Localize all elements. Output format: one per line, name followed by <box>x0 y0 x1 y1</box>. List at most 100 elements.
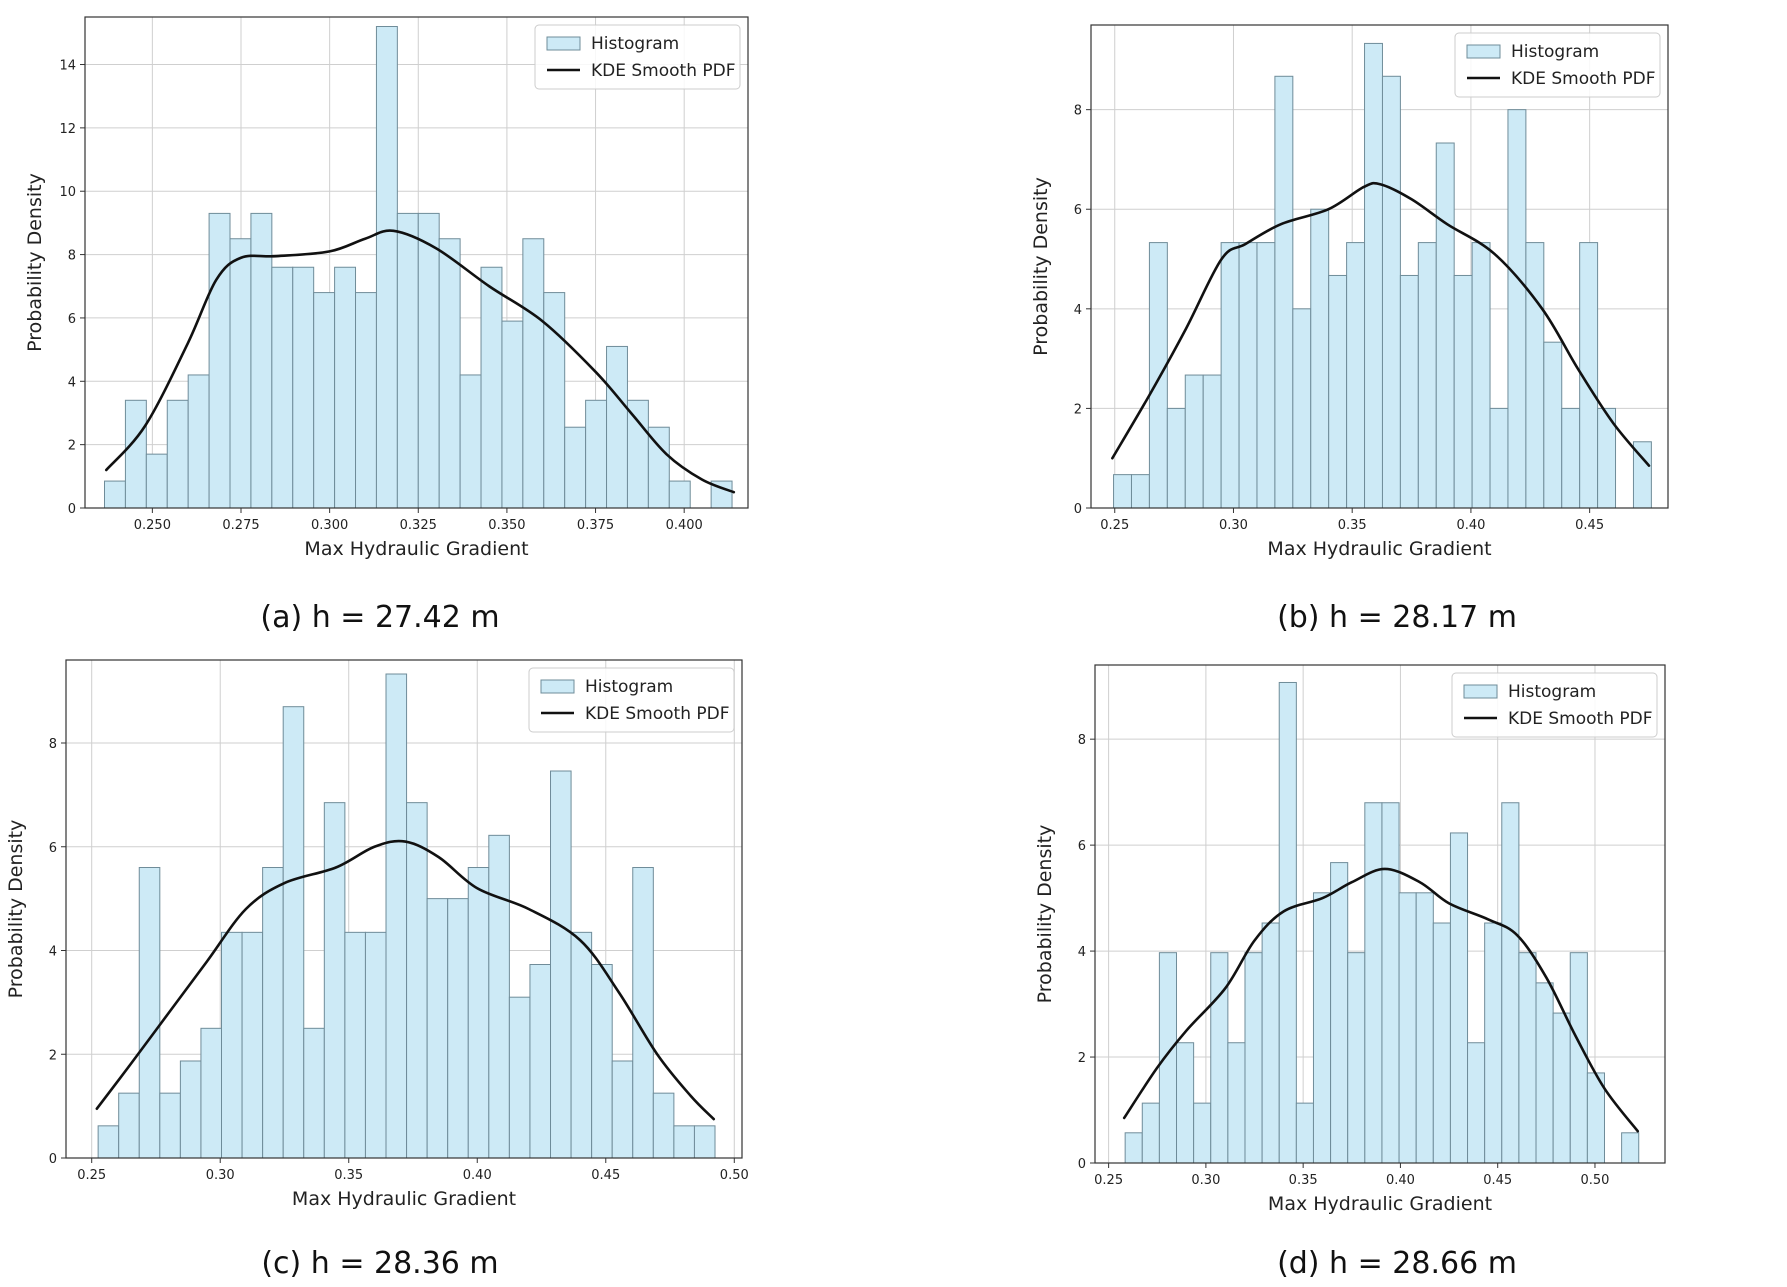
y-tick-label: 14 <box>59 59 76 74</box>
histogram-bar <box>200 1027 223 1159</box>
kde-line <box>1111 181 1651 467</box>
y-tick-label: 6 <box>1074 203 1082 218</box>
histogram-bar <box>1227 1042 1246 1164</box>
histogram-bar <box>550 770 572 1159</box>
axes-frame <box>1094 664 1666 1164</box>
histogram-bar <box>1399 274 1419 509</box>
histogram-bar <box>1124 1132 1143 1164</box>
x-tick-label: 0.50 <box>1580 1173 1609 1188</box>
histogram-bar <box>1543 341 1563 509</box>
kde-line <box>1122 867 1640 1133</box>
legend-kde-label: KDE Smooth PDF <box>591 61 736 81</box>
axes-frame <box>65 659 743 1159</box>
histogram-bar <box>1552 1012 1571 1164</box>
histogram-bar <box>1176 1042 1195 1164</box>
histogram-bar <box>673 1125 695 1159</box>
x-tick-label: 0.400 <box>666 518 703 533</box>
histogram-bar <box>1202 374 1222 509</box>
x-tick-label: 0.40 <box>463 1168 492 1183</box>
chart-a-caption: (a) h = 27.42 m <box>260 600 500 635</box>
histogram-bar <box>1364 42 1383 509</box>
histogram-bar <box>241 931 264 1159</box>
histogram-bar <box>229 238 252 509</box>
histogram-bar <box>1569 952 1588 1164</box>
histogram-bar <box>1525 242 1545 509</box>
legend-histogram-label: Histogram <box>1508 682 1596 702</box>
histogram-bar <box>1417 242 1437 509</box>
histogram-bar <box>522 238 545 509</box>
histogram-bar <box>179 1060 202 1159</box>
histogram-bar <box>1310 208 1330 509</box>
histogram-bar <box>1292 308 1312 509</box>
histogram-bar <box>166 399 189 509</box>
histogram-bar <box>1312 892 1332 1164</box>
histogram-bar <box>1449 832 1469 1164</box>
histogram-bar <box>145 453 168 509</box>
x-tick-label: 0.35 <box>334 1168 363 1183</box>
x-tick-label: 0.30 <box>206 1168 235 1183</box>
legend-box <box>1451 672 1658 738</box>
histogram-bar <box>1148 242 1168 509</box>
histogram-bar <box>1347 952 1366 1164</box>
axes-frame <box>84 16 749 509</box>
histogram-bar <box>1158 952 1178 1164</box>
x-tick-label: 0.375 <box>577 518 614 533</box>
histogram-bar <box>438 238 461 509</box>
histogram-bar <box>467 867 490 1159</box>
histogram-bar <box>355 292 377 509</box>
x-tick-label: 0.25 <box>77 1168 106 1183</box>
histogram-bar <box>124 399 147 509</box>
x-tick-label: 0.45 <box>1575 518 1604 533</box>
y-tick-label: 4 <box>68 375 76 390</box>
histogram-bar <box>591 964 613 1159</box>
histogram-bar <box>1274 75 1294 509</box>
x-tick-label: 0.35 <box>1289 1173 1318 1188</box>
histogram-bar <box>323 802 346 1159</box>
histogram-bar <box>271 266 294 509</box>
x-tick-label: 0.40 <box>1456 518 1485 533</box>
histogram-bar <box>1415 892 1434 1164</box>
histogram-bar <box>480 266 503 509</box>
histogram-bar <box>1328 274 1348 509</box>
histogram-bar <box>1238 242 1258 509</box>
histogram-bar <box>221 931 243 1159</box>
chart-c-caption: (c) h = 28.36 m <box>261 1246 499 1281</box>
histogram-bar <box>208 212 231 509</box>
y-tick-label: 2 <box>49 1048 57 1063</box>
legend-histogram-swatch <box>1466 44 1501 59</box>
y-tick-label: 2 <box>68 439 76 454</box>
y-tick-label: 0 <box>1078 1157 1086 1172</box>
y-tick-label: 8 <box>49 737 57 752</box>
histogram-bar <box>262 867 284 1159</box>
histogram-bar <box>97 1125 120 1159</box>
chart-panel-d: 0.25 0.30 0.35 0.40 0.45 0.50 0 2 4 6 8 Max Hydraul… <box>893 643 1787 1287</box>
histogram-bar <box>1193 1102 1212 1164</box>
histogram-bar <box>1113 474 1132 509</box>
histogram-bar <box>1295 1102 1314 1164</box>
histogram-bar <box>606 345 628 509</box>
histogram-bar <box>1220 242 1240 509</box>
legend-kde-label: KDE Smooth PDF <box>1511 69 1656 89</box>
legend-histogram-swatch <box>1463 684 1498 699</box>
histogram-bar <box>344 931 366 1159</box>
histogram-bar <box>1561 407 1581 509</box>
histogram-bar <box>292 266 315 509</box>
histogram-bar <box>406 802 428 1159</box>
histogram-bar <box>1346 242 1366 509</box>
histogram-bar <box>529 964 552 1159</box>
histogram-bar <box>459 374 482 509</box>
x-tick-label: 0.300 <box>311 518 348 533</box>
histogram-bar <box>1489 407 1509 509</box>
histogram-bar <box>1210 952 1229 1164</box>
chart-c-svg: 0.25 0.30 0.35 0.40 0.45 0.50 0 2 4 6 8 Max Hydraul… <box>5 659 749 1210</box>
histogram-bar <box>1256 242 1276 509</box>
histogram-bar <box>426 898 449 1159</box>
histogram-bar <box>1467 1042 1486 1164</box>
histogram-bar <box>632 867 654 1159</box>
axes-frame <box>1090 24 1669 509</box>
x-axis-label: Max Hydraulic Gradient <box>1267 538 1491 560</box>
y-axis-label: Probability Density <box>24 173 46 352</box>
y-tick-label: 0 <box>68 502 76 517</box>
kde-line <box>95 839 716 1121</box>
histogram-bar <box>187 374 210 509</box>
